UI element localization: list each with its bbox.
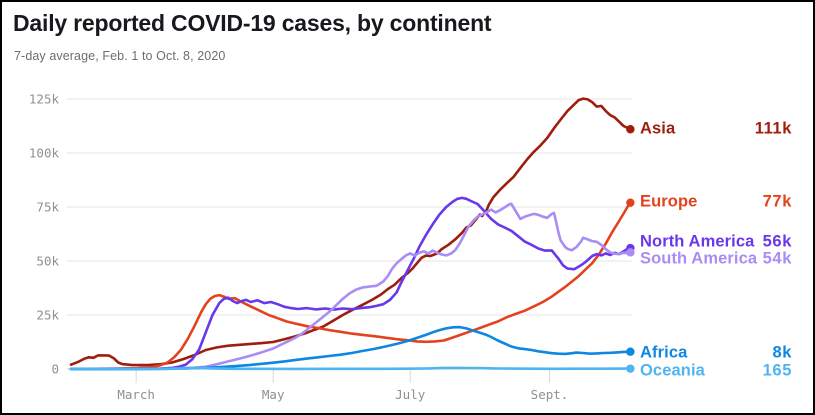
legend-label-europe: Europe <box>640 192 698 211</box>
legend-value-africa: 8k <box>772 343 792 362</box>
series-line-africa <box>69 325 632 371</box>
series-line-north-america <box>69 196 632 371</box>
y-tick-label: 75k <box>36 200 59 215</box>
series-end-dot-asia <box>626 125 635 134</box>
y-tick-label: 25k <box>36 308 59 323</box>
legend-value-north-america: 56k <box>762 232 792 251</box>
x-tick-label: Sept. <box>531 387 569 402</box>
legend-value-south-america: 54k <box>762 249 792 268</box>
y-tick-label: 100k <box>29 146 60 161</box>
series-line-asia <box>69 97 632 367</box>
x-tick-label: July <box>395 387 426 402</box>
chart-title: Daily reported COVID-19 cases, by contin… <box>13 10 492 36</box>
x-tick-label: March <box>117 387 155 402</box>
legend-value-asia: 111k <box>754 119 792 138</box>
legend-label-africa: Africa <box>640 343 688 362</box>
legend-label-asia: Asia <box>640 119 676 138</box>
series-end-dot-oceania <box>626 364 635 373</box>
chart-subtitle: 7-day average, Feb. 1 to Oct. 8, 2020 <box>14 49 226 63</box>
legend-label-north-america: North America <box>640 232 755 251</box>
series-end-dot-europe <box>626 198 635 207</box>
y-tick-label: 125k <box>29 92 60 107</box>
series-end-dot-south-america <box>626 248 635 257</box>
series-line-europe <box>69 201 632 371</box>
series-end-dot-africa <box>626 347 635 356</box>
y-tick-label: 50k <box>36 254 59 269</box>
legend-value-oceania: 165 <box>762 361 792 380</box>
legend-label-oceania: Oceania <box>640 361 705 380</box>
series-line-south-america <box>69 202 632 371</box>
y-tick-label: 0 <box>51 362 59 377</box>
x-tick-label: May <box>262 387 285 402</box>
series-line-oceania <box>69 366 632 371</box>
legend-label-south-america: South America <box>640 249 758 268</box>
legend-value-europe: 77k <box>762 192 792 211</box>
